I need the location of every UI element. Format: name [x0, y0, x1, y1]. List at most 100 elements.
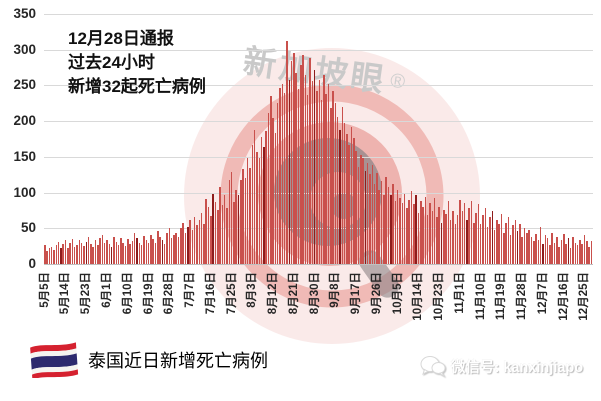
bar	[140, 245, 143, 264]
x-tick-label: 10月14日	[412, 272, 425, 321]
bar	[396, 189, 399, 264]
bar	[73, 246, 76, 264]
y-tick-label: 50	[20, 220, 36, 236]
bar	[281, 84, 284, 264]
y-tick-label: 250	[13, 77, 36, 93]
x-tick-label: 11月10日	[474, 272, 487, 320]
bar	[217, 210, 219, 264]
bar	[173, 235, 175, 264]
bar	[191, 229, 194, 264]
bar	[535, 234, 537, 264]
bar	[235, 189, 237, 264]
bar	[64, 239, 67, 264]
x-tick-label: 5月23日	[80, 272, 93, 315]
bar	[226, 208, 228, 264]
bar	[265, 131, 267, 264]
bar	[401, 202, 404, 264]
bar	[76, 244, 78, 264]
bar	[498, 224, 500, 264]
bar	[71, 239, 74, 264]
bar	[558, 246, 560, 264]
thailand-flag-icon	[30, 342, 79, 378]
bar	[127, 239, 129, 264]
bar	[325, 94, 327, 264]
x-tick-label: 12月16日	[557, 272, 570, 321]
bar	[546, 238, 549, 264]
bar	[521, 236, 523, 264]
bar	[131, 241, 134, 264]
bar	[336, 116, 339, 264]
bar	[92, 246, 94, 264]
bar	[417, 212, 420, 264]
bar	[445, 214, 447, 264]
bar	[244, 177, 247, 264]
bar	[403, 194, 406, 264]
bar	[103, 242, 106, 264]
bar	[150, 234, 152, 264]
x-tick-label: 5月14日	[59, 272, 72, 315]
bar	[332, 91, 334, 264]
bar	[549, 245, 551, 264]
bar	[219, 186, 221, 264]
bar	[371, 165, 374, 264]
bar	[50, 246, 53, 264]
bar	[519, 224, 521, 264]
bar	[94, 239, 97, 264]
bar	[87, 236, 90, 264]
bar	[438, 206, 440, 264]
x-tick-label: 12月7日	[536, 272, 549, 315]
bar	[99, 238, 101, 264]
bar	[440, 222, 443, 264]
bar	[569, 248, 572, 264]
bar	[242, 169, 244, 264]
bar	[383, 195, 385, 264]
x-tick-label: 11月28日	[516, 272, 529, 320]
bar	[198, 219, 201, 264]
bar	[362, 158, 364, 264]
bar	[366, 162, 369, 264]
bar	[394, 201, 397, 264]
bar	[339, 129, 341, 264]
x-tick-label: 10月5日	[391, 272, 404, 315]
y-tick-label: 100	[13, 184, 36, 200]
bar	[69, 243, 71, 264]
bar	[223, 195, 226, 264]
bar	[297, 89, 300, 264]
wechat-id-label: 微信号: kanxinjiapo	[451, 359, 584, 376]
bar	[436, 216, 438, 264]
bar	[537, 239, 540, 264]
x-tick-label: 11月1日	[453, 272, 466, 314]
bar	[97, 245, 99, 264]
bar	[470, 201, 473, 264]
bar	[544, 235, 547, 264]
bar	[272, 117, 274, 264]
x-tick-label: 6月19日	[142, 272, 155, 315]
bar	[270, 96, 272, 264]
bar	[246, 158, 249, 264]
bar	[429, 202, 431, 264]
bar	[46, 251, 48, 264]
bar	[459, 199, 461, 264]
bar	[159, 236, 161, 264]
bar	[44, 244, 46, 264]
bar	[447, 201, 450, 264]
bar	[152, 239, 154, 264]
bar	[500, 214, 503, 264]
bar	[205, 199, 207, 264]
x-tick-label: 8月21日	[287, 272, 300, 315]
bar	[574, 242, 577, 264]
bar	[304, 75, 307, 264]
bar	[187, 226, 189, 264]
bar	[586, 241, 588, 264]
bar	[369, 174, 371, 264]
bar	[449, 219, 452, 264]
bar	[203, 224, 205, 264]
bar	[479, 224, 482, 264]
bar	[560, 239, 563, 264]
bar	[579, 239, 581, 264]
bar	[260, 136, 263, 264]
bar	[193, 216, 196, 264]
bar	[157, 231, 159, 264]
bar	[542, 244, 544, 264]
bar	[309, 58, 311, 264]
